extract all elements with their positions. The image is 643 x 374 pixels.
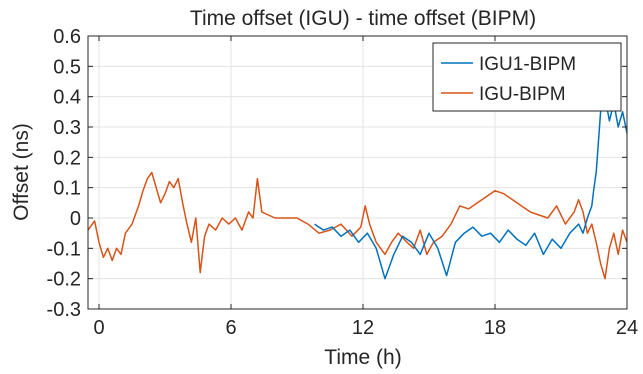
x-tick-label: 0 (93, 317, 104, 339)
y-tick-label: 0.6 (53, 26, 81, 48)
y-tick-label: 0.2 (53, 147, 81, 169)
chart-title: Time offset (IGU) - time offset (BIPM) (190, 7, 536, 30)
legend-label-igu-bipm: IGU-BIPM (479, 84, 566, 105)
x-axis-title: Time (h) (324, 346, 401, 369)
x-tick-label: 18 (484, 317, 506, 339)
y-tick-label: 0 (70, 208, 81, 230)
y-tick-label: 0.1 (53, 178, 81, 200)
series-line-igu-bipm (87, 171, 628, 280)
y-tick-label: 0.4 (53, 87, 81, 109)
x-tick-label: 24 (616, 317, 638, 339)
legend-box (432, 42, 622, 112)
x-tick-label: 6 (225, 317, 236, 339)
plot-area-frame (87, 35, 628, 310)
y-tick-label: 0.5 (53, 56, 81, 78)
legend: IGU1-BIPM IGU-BIPM (432, 42, 622, 112)
y-tick-label: -0.2 (47, 269, 81, 291)
y-tick-label: -0.3 (47, 299, 81, 321)
ticks: 0 6 12 18 24 -0.3 -0.2 -0.1 0 0.1 0.2 0.3 0.4 0.5 0.6 (47, 26, 639, 339)
x-tick-label: 12 (352, 317, 374, 339)
legend-label-igu1-bipm: IGU1-BIPM (479, 54, 576, 75)
y-axis-title: Offset (ns) (10, 123, 33, 221)
series-group (87, 95, 628, 280)
y-tick-label: -0.1 (47, 238, 81, 260)
y-tick-label: 0.3 (53, 117, 81, 139)
series-line-igu1-bipm (314, 95, 628, 280)
